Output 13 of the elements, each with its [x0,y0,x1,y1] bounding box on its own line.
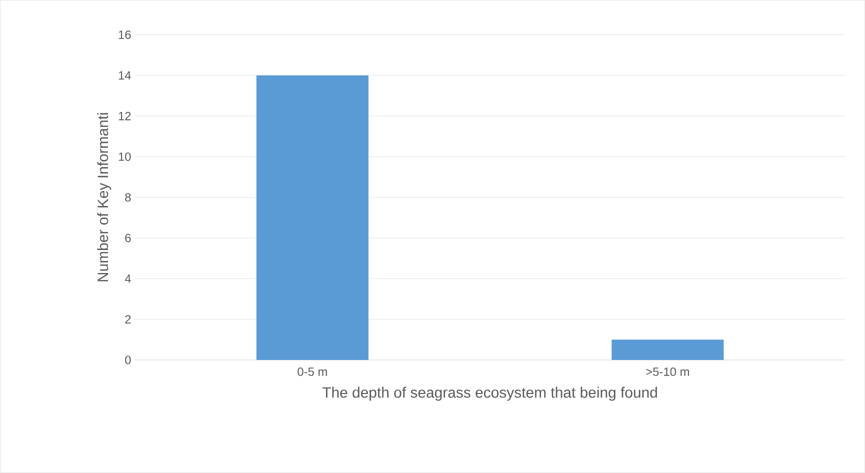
y-tick-label: 16 [118,30,131,40]
x-tick-label: 0-5 m [298,368,327,376]
y-tick-label: 10 [118,152,131,162]
y-tick-label: 12 [118,112,131,120]
y-tick-label: 2 [125,315,131,324]
y-tick-label: 8 [125,193,131,202]
y-tick-label: 6 [125,234,131,242]
y-tick-label: 14 [118,71,131,80]
x-tick-label: >5-10 m [646,368,689,376]
x-axis-title: The depth of seagrass ecosystem that being found [322,386,657,401]
y-tick-label: 4 [124,274,131,283]
y-tick-label: 0 [125,356,131,364]
y-axis-title: Number of Key Informanti [97,113,112,282]
